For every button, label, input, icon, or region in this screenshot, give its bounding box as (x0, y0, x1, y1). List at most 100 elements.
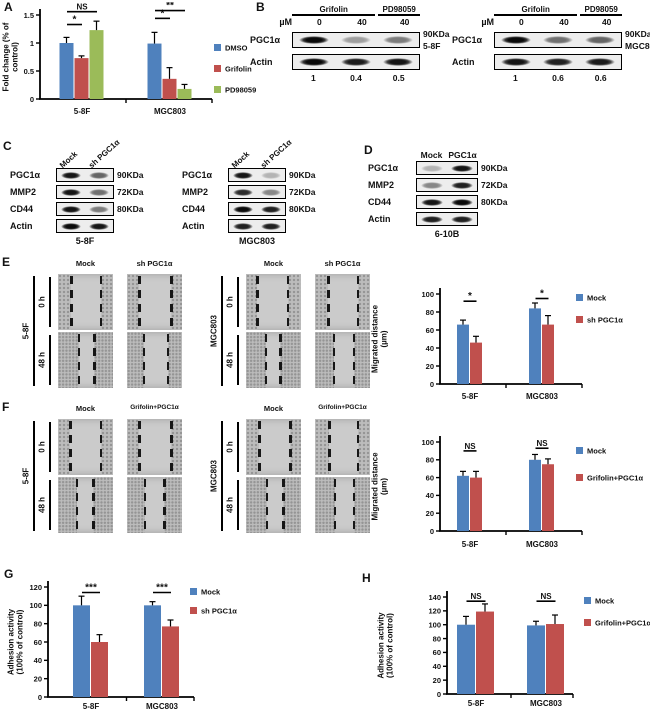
protein-band (61, 188, 81, 196)
wound-image (58, 477, 113, 533)
column-label: Mock (75, 404, 96, 413)
fold-change-bar-chart: 00.511.55-8F MGC803*NS***Fold change (% o… (2, 2, 257, 116)
blot-box (228, 185, 286, 199)
legend-swatch (576, 316, 583, 323)
protein-band (584, 36, 616, 44)
legend-swatch (214, 86, 221, 93)
cell-line-label: MGC803 (209, 314, 219, 348)
wound-image (315, 274, 370, 330)
blot-box (416, 178, 478, 192)
cell-field (283, 477, 301, 533)
y-axis-label: Adhesion activity(100% of control) (7, 608, 25, 675)
protein-label: Actin (182, 221, 205, 231)
adhesion-activity-chart-h: 0 20 40 60 80 100 120 140 5-8F MGC803 NS NS Adhesion… (377, 591, 650, 708)
wound-edge-line (138, 276, 141, 328)
cell-field (100, 419, 113, 475)
dose-value: 0 (316, 17, 322, 27)
bar (457, 624, 475, 694)
significance-label: * (73, 15, 77, 26)
blot-row: PGC1α 90KDa MGC803 (452, 29, 650, 51)
protein-band (61, 222, 81, 230)
dose-values: 0 40 40 (298, 17, 426, 27)
wound-edge-line (328, 421, 331, 473)
cell-line-label: MGC803 (238, 236, 275, 246)
column-label: Mock (420, 150, 443, 160)
cell-field (353, 332, 370, 388)
protein-band (584, 58, 616, 66)
y-tick-label: 100 (29, 601, 42, 610)
category-label: 5-8F (462, 392, 479, 401)
y-tick-label: 20 (426, 362, 434, 371)
cell-field (315, 274, 329, 330)
wound-edge-line (265, 479, 269, 531)
wound-image (58, 274, 113, 330)
wound-edge-line (289, 421, 292, 473)
protein-band (421, 164, 443, 172)
wound-edge-line (352, 334, 355, 386)
quantification-value: 1 (310, 73, 316, 83)
protein-label: Actin (10, 221, 33, 231)
legend-label: sh PGC1α (587, 316, 623, 325)
protein-band (421, 181, 443, 189)
protein-band (451, 215, 473, 223)
wound-edge-line (282, 479, 285, 531)
cell-field (357, 419, 370, 475)
kda-label: 90KDa (117, 170, 144, 180)
wound-edge-line (170, 276, 173, 328)
panel-label-f: F (2, 400, 10, 414)
significance-label: NS (540, 592, 552, 601)
protein-band (89, 205, 109, 213)
kda-label: 72KDa (117, 187, 144, 197)
dose-value: 0 (518, 17, 524, 27)
bar (147, 43, 162, 99)
bar (91, 642, 108, 697)
significance-label: NS (470, 592, 482, 601)
timepoint-rule (49, 335, 51, 385)
legend-label: Grifolin+PGC1α (587, 474, 643, 483)
wound-image (58, 419, 113, 475)
y-tick-label: 0 (430, 527, 434, 536)
timepoint-label: 0 h (37, 441, 47, 453)
significance-label: NS (76, 3, 88, 12)
quantification-values: 1 0.6 0.6 (494, 73, 622, 83)
protein-band (421, 198, 443, 206)
protein-band (261, 188, 281, 196)
y-axis-label: Migrated distance(µm) (371, 304, 389, 373)
wound-image (246, 332, 301, 388)
treatment-label: PD98059 (378, 5, 420, 16)
y-axis-label: Fold change (% ofcontrol) (2, 22, 20, 91)
legend-label: DMSO (225, 44, 248, 53)
blot-group-c-58f: Mock sh PGC1α PGC1α 90KDa MMP2 72KDa CD44 80KDa… (10, 138, 160, 246)
y-tick-label: 100 (421, 290, 434, 299)
cell-field (280, 332, 301, 388)
protein-band (89, 188, 109, 196)
quantification-row: 1 0.6 0.6 (452, 73, 650, 83)
kda-column: 72KDa (481, 180, 507, 190)
kda-label: 72KDa (289, 187, 316, 197)
legend-label: Mock (201, 588, 221, 597)
panel-label-d: D (364, 143, 373, 157)
bar (470, 342, 482, 384)
timepoint-rule (237, 277, 239, 327)
quantification-value: 0.5 (392, 73, 405, 83)
quantification-value: 0.6 (552, 73, 564, 83)
y-tick-label: 40 (433, 662, 441, 671)
timepoint-label: 48 h (225, 351, 235, 369)
quantification-value: 1 (512, 73, 518, 83)
column-labels: Mock PGC1α (416, 150, 478, 160)
protein-band (298, 58, 330, 66)
wound-edge-line (356, 421, 360, 473)
legend-swatch (576, 294, 583, 301)
blot-box (56, 185, 114, 199)
timepoint-label: 0 h (37, 296, 47, 308)
wound-images-e-58f: Mock sh PGC1α 5-8F 0 h 48 h (20, 257, 185, 391)
blot-row: CD44 80KDa (10, 202, 160, 216)
cell-line-label: 6-10B (434, 229, 460, 239)
cell-field (58, 274, 72, 330)
treatment-labels: Grifolin PD98059 (494, 5, 622, 16)
blot-row: PGC1α 90KDa 5-8F (250, 29, 464, 51)
protein-band (61, 171, 81, 179)
wound-edge-line (166, 334, 170, 386)
wound-edge-line (332, 334, 336, 386)
kda-column: 80KDa (289, 204, 315, 214)
